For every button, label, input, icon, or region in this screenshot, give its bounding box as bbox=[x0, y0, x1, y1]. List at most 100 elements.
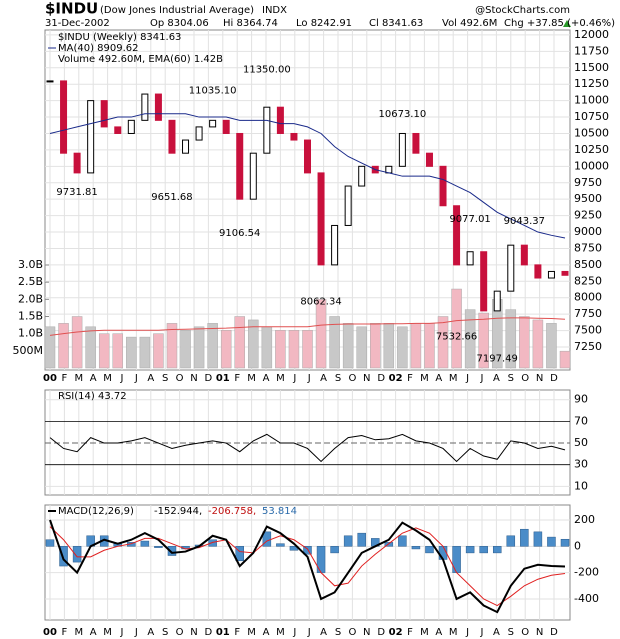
volume-bar bbox=[356, 326, 367, 369]
x-tick-label: M bbox=[247, 627, 256, 638]
histogram-bar bbox=[72, 546, 82, 563]
histogram-bar bbox=[398, 535, 407, 547]
volume-bar bbox=[559, 350, 571, 369]
candle bbox=[168, 119, 176, 154]
x-tick-label: N bbox=[190, 627, 197, 638]
x-tick-label: A bbox=[493, 627, 500, 638]
legend-entry: MA(40) 8909.62 bbox=[58, 43, 139, 54]
x-tick-label: S bbox=[162, 373, 168, 384]
y-tick-label: 7750 bbox=[574, 307, 602, 320]
x-tick-label: D bbox=[377, 627, 385, 638]
histogram-bar bbox=[520, 528, 529, 547]
macd-panel bbox=[44, 504, 571, 621]
x-tick-label: A bbox=[263, 373, 270, 384]
x-tick-label: M bbox=[449, 373, 458, 384]
volume-bar bbox=[329, 316, 340, 369]
volume-bar bbox=[193, 326, 205, 369]
histogram-bar bbox=[167, 546, 177, 556]
x-tick-label: S bbox=[335, 627, 341, 638]
histogram-bar bbox=[438, 546, 448, 560]
x-tick-label: O bbox=[348, 373, 356, 384]
candle bbox=[453, 205, 461, 266]
candle bbox=[236, 132, 244, 200]
x-tick-label: D bbox=[550, 627, 558, 638]
x-tick-label: S bbox=[508, 627, 514, 638]
x-tick-label: F bbox=[62, 373, 68, 384]
annotation: 11350.00 bbox=[243, 65, 291, 76]
x-tick-label: N bbox=[363, 373, 370, 384]
volume-bar bbox=[58, 323, 69, 369]
histogram-bar bbox=[276, 543, 285, 547]
x-tick-label: F bbox=[234, 373, 240, 384]
date: 31-Dec-2002 bbox=[45, 18, 110, 29]
candle bbox=[73, 152, 81, 174]
histogram-bar bbox=[425, 546, 434, 554]
candle bbox=[520, 244, 528, 266]
x-tick-label: J bbox=[292, 373, 296, 384]
x-tick-label: O bbox=[521, 373, 529, 384]
x-tick-label: J bbox=[465, 373, 469, 384]
subtitle: (Dow Jones Industrial Average) bbox=[100, 5, 254, 16]
volume-bar bbox=[505, 309, 517, 369]
candle bbox=[439, 165, 447, 207]
x-tick-label: S bbox=[508, 373, 514, 384]
candle bbox=[263, 106, 271, 154]
y-tick-label: 7250 bbox=[574, 340, 602, 353]
volume-bar bbox=[248, 319, 259, 369]
legend-entry: Volume 492.60M, EMA(60) 1.42B bbox=[58, 54, 223, 65]
x-tick-label: J bbox=[134, 373, 138, 384]
candle bbox=[60, 80, 68, 154]
x-tick-label: J bbox=[480, 627, 484, 638]
x-tick-label: M bbox=[103, 627, 112, 638]
candle bbox=[344, 185, 352, 226]
annotation: 9043.37 bbox=[504, 216, 545, 227]
candle bbox=[141, 93, 149, 121]
x-tick-label: 00 bbox=[43, 627, 57, 638]
x-tick-label: O bbox=[176, 627, 184, 638]
histogram-bar bbox=[411, 546, 421, 550]
candle bbox=[304, 139, 311, 174]
annotation: 10673.10 bbox=[379, 109, 427, 120]
y-tick-label: -200 bbox=[574, 566, 599, 579]
histogram-bar bbox=[452, 546, 461, 573]
histogram-bar bbox=[506, 535, 516, 547]
y-tick-label: 9250 bbox=[574, 209, 602, 222]
histogram-bar bbox=[45, 539, 55, 547]
candle bbox=[412, 132, 420, 154]
x-tick-label: J bbox=[307, 627, 311, 638]
y-tick-label: 90 bbox=[574, 393, 588, 406]
x-tick-label: M bbox=[449, 627, 458, 638]
x-tick-label: A bbox=[147, 373, 154, 384]
histogram-bar bbox=[479, 546, 488, 554]
x-tick-label: J bbox=[307, 373, 311, 384]
x-tick-label: 00 bbox=[43, 373, 57, 384]
x-tick-label: F bbox=[234, 627, 240, 638]
candle bbox=[547, 270, 555, 279]
histogram-bar bbox=[140, 540, 150, 547]
histogram-bar bbox=[154, 546, 163, 548]
candle bbox=[358, 165, 366, 187]
y-tick-label: 7500 bbox=[574, 324, 602, 337]
volume-bar bbox=[397, 326, 408, 369]
volume-bar bbox=[85, 326, 96, 369]
volume-bar bbox=[126, 336, 137, 369]
candle bbox=[182, 139, 190, 154]
volume-bar bbox=[315, 299, 327, 369]
volume-bar bbox=[261, 326, 273, 369]
x-tick-label: A bbox=[90, 627, 97, 638]
x-tick-label: D bbox=[205, 373, 213, 384]
x-tick-label: N bbox=[363, 627, 370, 638]
candle bbox=[87, 100, 95, 174]
volume-bar bbox=[220, 329, 232, 369]
x-tick-label: M bbox=[276, 373, 285, 384]
y-tick-label: 8500 bbox=[574, 258, 602, 271]
y-tick-label: 10500 bbox=[574, 126, 609, 139]
x-tick-label: 01 bbox=[216, 373, 230, 384]
rsi-line bbox=[49, 433, 566, 463]
volume-bar bbox=[546, 323, 557, 369]
exchange: INDX bbox=[262, 5, 287, 16]
x-tick-label: M bbox=[247, 373, 256, 384]
candle bbox=[561, 270, 569, 276]
candle bbox=[209, 119, 217, 128]
volume-bar bbox=[98, 333, 110, 369]
